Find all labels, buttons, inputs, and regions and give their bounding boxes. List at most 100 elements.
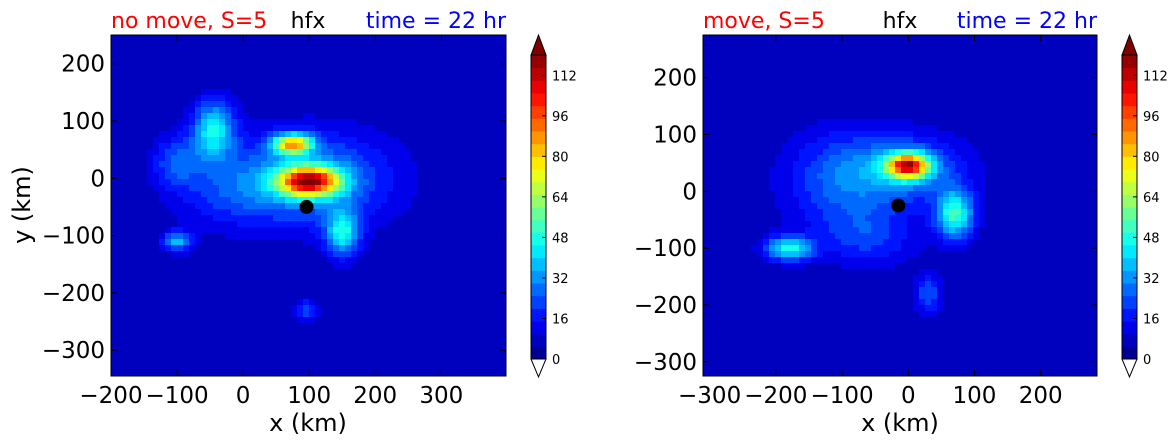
field-cell [261, 107, 268, 114]
field-cell [399, 35, 406, 42]
field-cell [213, 155, 220, 162]
field-cell [823, 131, 830, 138]
field-cell [117, 113, 124, 120]
field-cell [129, 131, 136, 138]
field-cell [273, 269, 280, 276]
field-cell [279, 359, 286, 366]
field-cell [177, 47, 184, 54]
field-cell [255, 113, 262, 120]
field-cell [171, 251, 178, 258]
field-cell [913, 59, 920, 66]
field-cell [261, 293, 268, 300]
field-cell [147, 119, 154, 126]
field-cell [399, 335, 406, 342]
field-cell [459, 173, 466, 180]
field-cell [775, 83, 782, 90]
field-cell [165, 257, 172, 264]
field-cell [381, 59, 388, 66]
field-cell [465, 137, 472, 144]
field-cell [189, 173, 196, 180]
field-cell [1045, 89, 1052, 96]
field-cell [285, 185, 292, 192]
field-cell [123, 257, 130, 264]
field-cell [123, 365, 130, 372]
field-cell [225, 65, 232, 72]
field-cell [871, 47, 878, 54]
field-cell [895, 35, 902, 42]
field-cell [339, 323, 346, 330]
field-cell [429, 185, 436, 192]
field-cell [117, 269, 124, 276]
field-cell [727, 65, 734, 72]
field-cell [393, 251, 400, 258]
field-cell [123, 95, 130, 102]
field-cell [441, 329, 448, 336]
field-cell [435, 101, 442, 108]
field-cell [189, 179, 196, 186]
field-cell [477, 257, 484, 264]
field-cell [189, 263, 196, 270]
field-cell [757, 47, 764, 54]
field-cell [135, 281, 142, 288]
field-cell [739, 47, 746, 54]
field-cell [477, 359, 484, 366]
field-cell [477, 251, 484, 258]
field-cell [225, 77, 232, 84]
field-cell [243, 371, 250, 376]
field-cell [369, 221, 376, 228]
field-cell [453, 125, 460, 132]
field-cell [177, 221, 184, 228]
field-cell [201, 185, 208, 192]
field-cell [333, 329, 340, 336]
field-cell [255, 53, 262, 60]
field-cell [279, 251, 286, 258]
field-cell [435, 221, 442, 228]
field-cell [165, 293, 172, 300]
field-cell [117, 137, 124, 144]
field-cell [979, 77, 986, 84]
field-cell [153, 59, 160, 66]
field-cell [231, 53, 238, 60]
field-cell [405, 53, 412, 60]
field-cell [1045, 65, 1052, 72]
field-cell [1021, 71, 1028, 78]
field-cell [183, 287, 190, 294]
field-cell [889, 77, 896, 84]
field-cell [267, 185, 274, 192]
field-cell [303, 257, 310, 264]
field-cell [333, 281, 340, 288]
field-cell [285, 167, 292, 174]
field-cell [889, 83, 896, 90]
field-cell [471, 233, 478, 240]
field-cell [351, 353, 358, 360]
field-cell [423, 167, 430, 174]
field-cell [817, 89, 824, 96]
field-cell [297, 161, 304, 168]
field-cell [363, 149, 370, 156]
field-cell [141, 251, 148, 258]
field-cell [249, 233, 256, 240]
field-cell [237, 257, 244, 264]
field-cell [255, 155, 262, 162]
field-cell [267, 35, 274, 42]
field-cell [429, 137, 436, 144]
field-cell [339, 227, 346, 234]
field-cell [315, 233, 322, 240]
field-cell [465, 149, 472, 156]
field-cell [201, 353, 208, 360]
field-cell [369, 59, 376, 66]
field-cell [459, 77, 466, 84]
field-cell [147, 125, 154, 132]
field-cell [135, 335, 142, 342]
field-cell [189, 359, 196, 366]
field-cell [207, 233, 214, 240]
field-cell [255, 305, 262, 312]
field-cell [471, 311, 478, 318]
field-cell [225, 125, 232, 132]
field-cell [111, 227, 118, 234]
field-cell [453, 161, 460, 168]
field-cell [787, 53, 794, 60]
field-cell [1003, 77, 1010, 84]
field-cell [739, 101, 746, 108]
field-cell [273, 317, 280, 324]
